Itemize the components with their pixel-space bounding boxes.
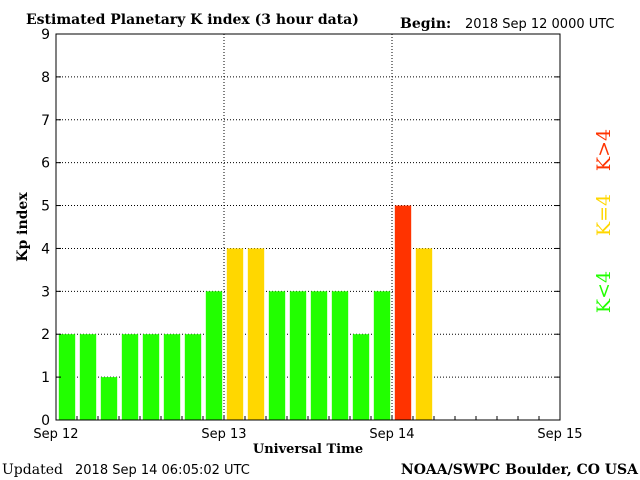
kp-bar [352,334,370,420]
kp-bar [415,248,433,420]
kp-bar [331,291,349,420]
x-tick-label: Sep 13 [201,427,246,442]
credit-text: NOAA/SWPC Boulder, CO USA [401,462,639,478]
kp-bar [100,377,118,420]
kp-bar [310,291,328,420]
kp-bar [79,334,97,420]
y-tick-label: 2 [41,327,50,343]
updated-label: Updated [2,462,63,478]
kp-bar [394,205,412,420]
kp-bar [205,291,223,420]
bars [58,205,433,420]
kp-bar [373,291,391,420]
y-tick-label: 9 [41,27,50,43]
legend-item-mid: K=4 [593,194,615,236]
kp-bar [226,248,244,420]
begin-label: Begin: [400,16,451,32]
y-tick-label: 0 [41,413,50,429]
y-tick-label: 6 [41,156,50,172]
grid-lines [56,34,560,420]
legend-item-high: K>4 [593,129,615,171]
y-tick-label: 7 [41,113,50,129]
x-axis-ticks: Sep 12 Sep 13 Sep 14 Sep 15 [33,416,583,442]
updated-value: 2018 Sep 14 06:05:02 UTC [75,463,250,478]
y-axis-label: Kp index [15,192,31,262]
y-tick-label: 8 [41,70,50,86]
kp-bar [121,334,139,420]
legend-item-low: K<4 [593,271,615,313]
y-axis-ticks: 0 1 2 3 4 5 6 7 8 9 [41,27,560,429]
x-tick-label: Sep 12 [33,427,78,442]
kp-bar [247,248,265,420]
kp-bar [58,334,76,420]
begin-value: 2018 Sep 12 0000 UTC [465,17,615,32]
kp-bar [268,291,286,420]
x-tick-label: Sep 15 [537,427,582,442]
y-tick-label: 1 [41,370,50,386]
y-tick-label: 4 [41,241,50,257]
kp-bar [289,291,307,420]
kp-bar [163,334,181,420]
kp-bar [142,334,160,420]
kp-bar [184,334,202,420]
y-tick-label: 3 [41,284,50,300]
chart-title: Estimated Planetary K index (3 hour data… [26,12,359,28]
y-tick-label: 5 [41,199,50,215]
x-axis-label: Universal Time [253,442,363,457]
x-tick-label: Sep 14 [369,427,414,442]
